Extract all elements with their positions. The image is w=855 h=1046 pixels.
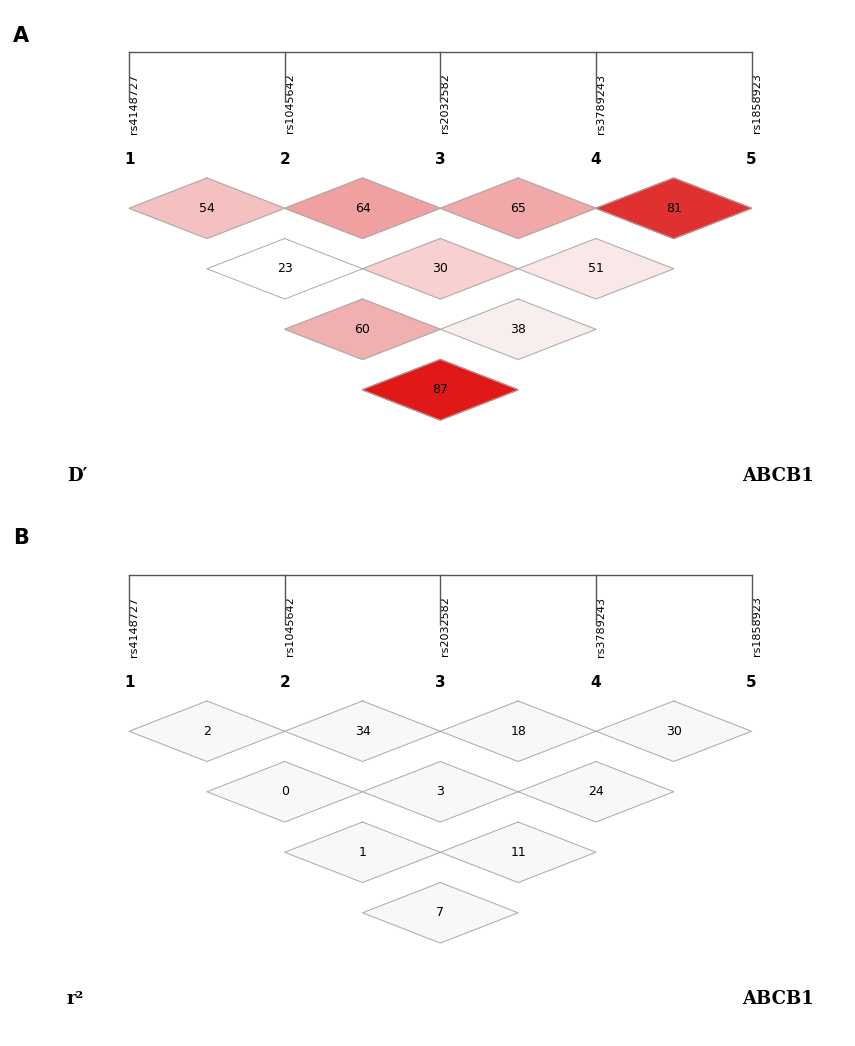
Text: 51: 51 [588,263,604,275]
Text: 2: 2 [280,152,290,167]
Text: 3: 3 [435,152,445,167]
Text: rs4148727: rs4148727 [129,73,139,134]
Text: 65: 65 [510,202,526,214]
Polygon shape [207,761,363,822]
Text: 4: 4 [591,152,601,167]
Polygon shape [440,178,596,238]
Text: 38: 38 [510,323,526,336]
Polygon shape [363,360,518,420]
Polygon shape [129,701,285,761]
Text: 34: 34 [355,725,370,737]
Text: A: A [13,26,29,46]
Polygon shape [285,299,440,360]
Text: 11: 11 [510,846,526,859]
Polygon shape [363,761,518,822]
Text: 3: 3 [435,675,445,690]
Text: ABCB1: ABCB1 [742,468,814,485]
Text: 24: 24 [588,786,604,798]
Polygon shape [440,822,596,883]
Text: 4: 4 [591,675,601,690]
Text: 0: 0 [280,786,289,798]
Text: D′: D′ [67,468,87,485]
Text: 1: 1 [358,846,367,859]
Text: B: B [13,528,29,548]
Polygon shape [440,701,596,761]
Polygon shape [129,178,285,238]
Polygon shape [363,883,518,943]
Text: rs1045642: rs1045642 [285,73,295,134]
Text: 2: 2 [280,675,290,690]
Polygon shape [285,178,440,238]
Text: ABCB1: ABCB1 [742,991,814,1008]
Polygon shape [518,238,674,299]
Text: r²: r² [67,991,85,1008]
Polygon shape [285,701,440,761]
Polygon shape [363,238,518,299]
Text: 60: 60 [355,323,370,336]
Text: rs1858923: rs1858923 [752,596,762,657]
Polygon shape [285,822,440,883]
Text: 5: 5 [746,675,757,690]
Text: 30: 30 [433,263,448,275]
Text: 3: 3 [436,786,445,798]
Text: 7: 7 [436,906,445,919]
Text: 64: 64 [355,202,370,214]
Text: 87: 87 [433,383,448,396]
Text: rs1858923: rs1858923 [752,73,762,134]
Polygon shape [596,178,752,238]
Text: rs3789243: rs3789243 [596,73,606,134]
Text: 18: 18 [510,725,526,737]
Text: rs3789243: rs3789243 [596,596,606,657]
Text: 23: 23 [277,263,292,275]
Text: 54: 54 [199,202,215,214]
Text: rs2032582: rs2032582 [440,73,451,134]
Text: rs2032582: rs2032582 [440,596,451,657]
Text: 1: 1 [124,152,134,167]
Polygon shape [440,299,596,360]
Text: rs4148727: rs4148727 [129,596,139,657]
Text: 2: 2 [203,725,211,737]
Text: rs1045642: rs1045642 [285,596,295,657]
Text: 81: 81 [666,202,681,214]
Polygon shape [596,701,752,761]
Text: 1: 1 [124,675,134,690]
Text: 30: 30 [666,725,681,737]
Polygon shape [518,761,674,822]
Text: 5: 5 [746,152,757,167]
Polygon shape [207,238,363,299]
